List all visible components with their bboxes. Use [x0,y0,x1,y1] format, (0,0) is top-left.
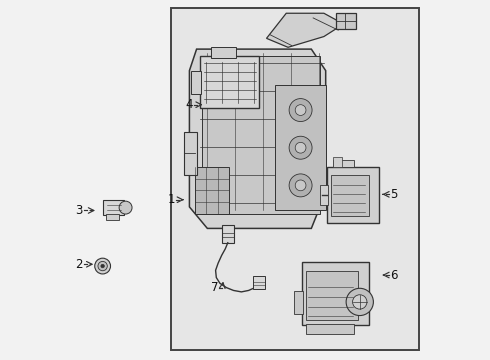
Bar [320,185,328,205]
Text: 5: 5 [390,188,397,201]
Text: 3: 3 [75,204,83,217]
Bar [103,201,124,215]
Bar [184,132,196,175]
Text: 6: 6 [390,269,397,282]
Circle shape [295,142,306,153]
Bar [106,214,119,220]
Text: 2: 2 [75,258,83,271]
Circle shape [98,261,107,271]
Text: 1: 1 [168,193,175,206]
Bar [172,8,419,350]
Bar [333,157,342,167]
Bar [302,262,368,325]
Text: 4: 4 [186,98,193,111]
Bar [202,56,320,214]
Bar [275,85,326,211]
Polygon shape [190,49,326,228]
Bar [253,276,266,289]
Bar [221,225,234,243]
Circle shape [346,288,373,316]
Bar [211,47,236,58]
Bar [306,271,358,320]
Circle shape [289,99,312,122]
Bar [337,13,356,30]
Bar [200,56,259,108]
Bar [195,167,229,214]
Circle shape [289,136,312,159]
Bar [306,324,354,334]
Bar [333,159,354,167]
Bar [327,167,379,223]
Circle shape [353,295,367,309]
Text: 7: 7 [211,281,218,294]
Bar [191,71,201,94]
Circle shape [95,258,111,274]
Bar [294,291,303,315]
Circle shape [295,180,306,191]
Circle shape [119,201,132,214]
Circle shape [295,105,306,116]
Polygon shape [267,13,343,47]
Bar [331,175,368,216]
Circle shape [289,174,312,197]
Circle shape [101,264,104,268]
